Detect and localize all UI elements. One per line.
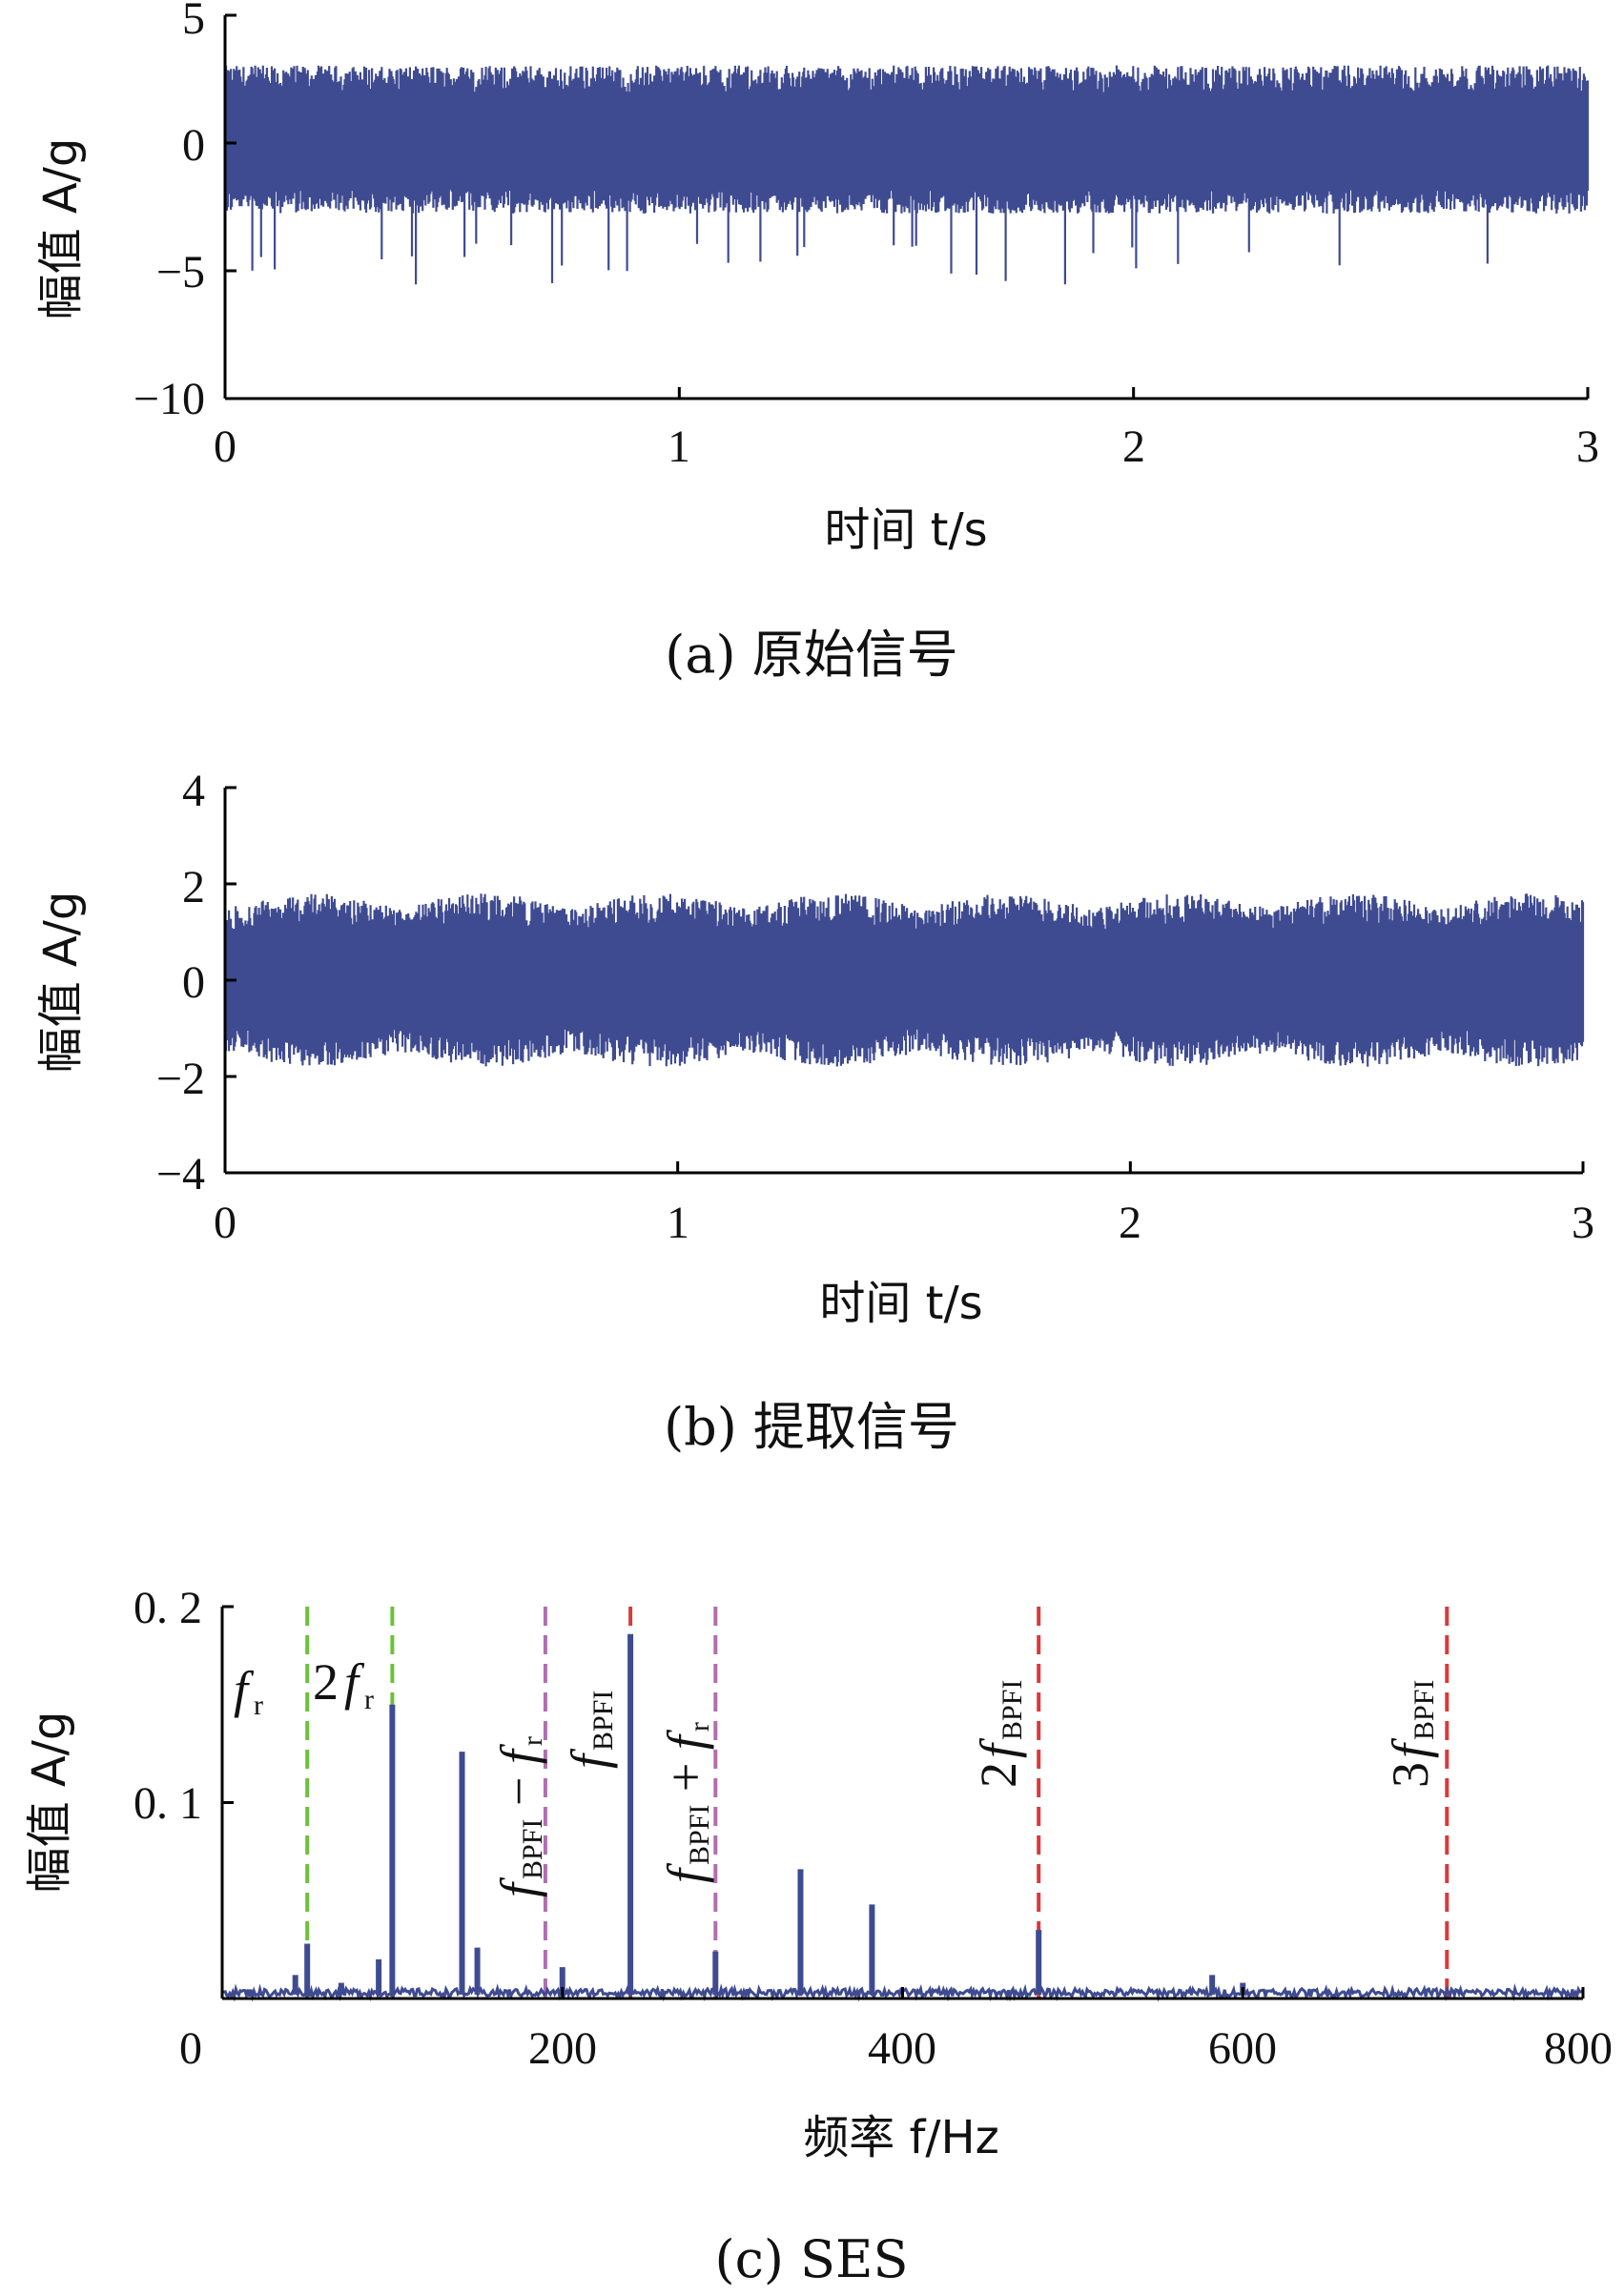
y-tick-label: 4 bbox=[182, 766, 205, 816]
series-extracted-signal bbox=[223, 893, 1585, 1067]
x-tick-label: 1 bbox=[667, 1198, 689, 1248]
x-axis-title: 时间 t/s bbox=[819, 1277, 982, 1330]
frequency-markers bbox=[305, 1607, 1449, 1999]
panel-original-signal: 5 0 −5 −10 0 1 2 3 时间 t/s 幅值 A/g (a) 原始信… bbox=[34, 0, 1599, 685]
x-tick-label: 600 bbox=[1208, 2023, 1277, 2074]
annotation-fbpfi-plus-fr: fBPFI + fr bbox=[657, 1722, 715, 1883]
x-tick-label: 0 bbox=[214, 421, 236, 472]
panel-caption: (c) SES bbox=[715, 2229, 909, 2289]
x-tick-label: 3 bbox=[1572, 1198, 1594, 1248]
x-tick-label: 800 bbox=[1544, 2023, 1613, 2074]
x-axis-title: 频率 f/Hz bbox=[803, 2111, 999, 2164]
annotation-2fbpfi: 2fBPFI bbox=[970, 1680, 1028, 1788]
axis-ticks bbox=[223, 13, 1590, 400]
x-tick-label: 0 bbox=[214, 1198, 236, 1248]
y-tick-label: 0. 1 bbox=[134, 1778, 202, 1829]
x-tick-label: 200 bbox=[528, 2023, 597, 2074]
signal-trace bbox=[223, 65, 1590, 285]
panel-extracted-signal: 4 2 0 −2 −4 0 1 2 3 时间 t/s 幅值 A/g (b) 提取… bbox=[34, 766, 1594, 1457]
x-tick-label: 400 bbox=[868, 2023, 936, 2074]
y-tick-label: 0 bbox=[182, 120, 205, 171]
x-axis-title: 时间 t/s bbox=[824, 503, 987, 557]
x-tick-label: 2 bbox=[1122, 421, 1145, 472]
annotation-3fbpfi: 3fBPFI bbox=[1382, 1680, 1440, 1788]
series-original-signal bbox=[223, 65, 1590, 285]
signal-trace bbox=[223, 893, 1585, 1067]
y-tick-label: −5 bbox=[156, 247, 205, 297]
panel-ses-spectrum: 0. 2 0. 1 0 200 400 600 800 频率 f/Hz 幅值 A… bbox=[23, 1583, 1613, 2289]
series-ses-spectrum bbox=[221, 1633, 1585, 2002]
annotation-fbpfi: fBPFI bbox=[561, 1691, 619, 1769]
y-tick-label: 0. 2 bbox=[134, 1583, 202, 1633]
y-axis-title: 幅值 A/g bbox=[34, 138, 88, 320]
y-tick-label: −2 bbox=[156, 1054, 205, 1104]
y-tick-label: 5 bbox=[182, 0, 205, 44]
axis-ticks bbox=[220, 1605, 1585, 1999]
y-tick-label: 0 bbox=[182, 957, 205, 1008]
x-tick-label: 2 bbox=[1119, 1198, 1141, 1248]
x-tick-label: 0 bbox=[179, 2023, 202, 2074]
y-tick-label: −10 bbox=[134, 374, 205, 424]
y-axis-title: 幅值 A/g bbox=[23, 1712, 76, 1894]
annotation-fbpfi-minus-fr: fBPFI − fr bbox=[490, 1736, 548, 1897]
axis-ticks bbox=[223, 786, 1585, 1175]
x-tick-label: 1 bbox=[668, 421, 690, 472]
y-axis-title: 幅值 A/g bbox=[34, 892, 88, 1074]
panel-caption: (a) 原始信号 bbox=[665, 625, 958, 685]
x-tick-label: 3 bbox=[1576, 421, 1599, 472]
y-tick-label: −4 bbox=[156, 1149, 205, 1199]
panel-caption: (b) 提取信号 bbox=[664, 1397, 959, 1457]
y-tick-label: 2 bbox=[182, 862, 205, 912]
